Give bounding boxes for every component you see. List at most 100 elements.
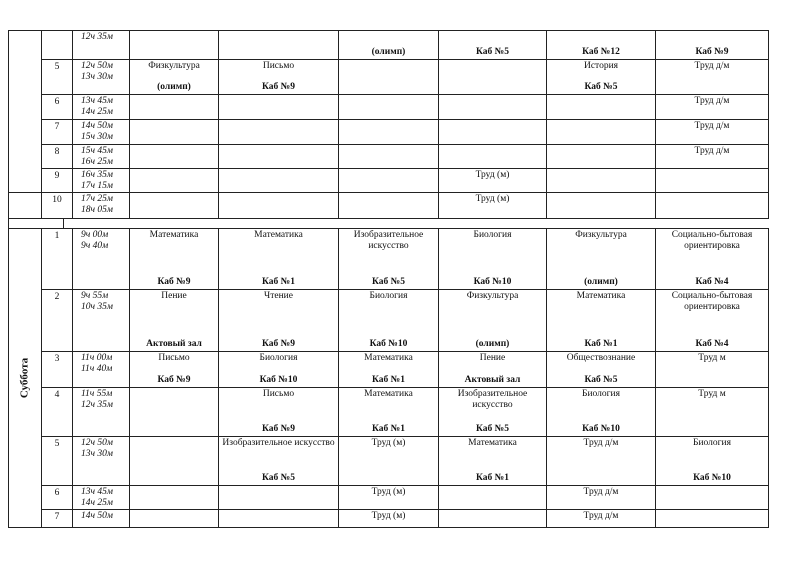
time-line: 18ч 05м <box>81 205 113 215</box>
subject-name: Математика <box>364 353 413 363</box>
schedule-row: 5 12ч 50м 13ч 30м Изобразительное искусство… <box>9 436 769 486</box>
time-line: 14ч 50м <box>81 511 113 521</box>
room-label: Каб №5 <box>476 47 509 57</box>
lesson-cell: Труд м <box>655 387 769 437</box>
day-cell <box>8 192 42 219</box>
lesson-cell <box>218 192 339 219</box>
time-line: 14ч 25м <box>81 107 113 117</box>
room-label: Каб №5 <box>372 277 405 287</box>
lesson-cell <box>438 509 547 528</box>
subject-name: Биология <box>581 389 620 399</box>
subject-name: Математика <box>576 291 626 301</box>
room-label: Каб №10 <box>369 339 408 349</box>
lesson-cell: Труд (м) <box>438 168 547 193</box>
schedule-table-saturday: Суббота 1 9ч 00м 9ч 40м Математика Каб №9 Мате… <box>8 228 769 528</box>
time-line: 14ч 50м <box>81 121 113 131</box>
lesson-cell: Каб №12 <box>546 30 656 60</box>
room-label: Каб №9 <box>262 424 295 434</box>
lesson-cell: Труд д/м <box>655 59 769 95</box>
lesson-cell <box>129 509 219 528</box>
lesson-cell: Изобразительное искусство Каб №5 <box>338 228 439 290</box>
subject-name: Обществознание <box>566 353 636 363</box>
lesson-number: 8 <box>41 144 73 169</box>
lesson-cell <box>438 485 547 510</box>
lesson-cell <box>129 387 219 437</box>
subject-name: Математика <box>364 389 413 399</box>
subject-name: Труд (м) <box>371 511 406 521</box>
lesson-cell: Физкультура (олимп) <box>129 59 219 95</box>
time-line: 13ч 45м <box>81 96 113 106</box>
subject-name: Труд д/м <box>583 511 619 521</box>
lesson-cell: Биология Каб №10 <box>655 436 769 486</box>
subject-name: Изобразительное искусство <box>457 389 528 410</box>
room-label: Каб №5 <box>584 375 618 385</box>
subject-name: Биология <box>692 438 731 448</box>
lesson-cell: Труд м <box>655 351 769 388</box>
lesson-cell <box>218 509 339 528</box>
subject-name: Биология <box>473 230 512 240</box>
lesson-cell <box>129 485 219 510</box>
room-label: Каб №1 <box>372 375 405 385</box>
lesson-cell: Математика Каб №1 <box>338 387 439 437</box>
room-label: (олимп) <box>584 277 618 287</box>
time-line: 11ч 40м <box>81 364 113 374</box>
subject-name: Пение <box>479 353 506 363</box>
lesson-cell <box>218 485 339 510</box>
schedule-row: 6 13ч 45м 14ч 25м Труд д/м <box>9 94 769 120</box>
lesson-cell: Биология Каб №10 <box>438 228 547 290</box>
time-line: 10ч 35м <box>81 302 113 312</box>
room-label: Актовый зал <box>146 339 202 349</box>
lesson-cell: Труд д/м <box>655 144 769 169</box>
subject-name: Труд д/м <box>583 487 619 497</box>
time-line: 12ч 50м <box>81 61 113 71</box>
time-line: 15ч 45м <box>81 146 113 156</box>
room-label: (олимп) <box>475 339 510 349</box>
room-label: Каб №12 <box>582 47 620 57</box>
time-line: 9ч 00м <box>81 230 109 240</box>
lesson-cell <box>338 119 439 145</box>
room-label: Каб №9 <box>262 82 295 92</box>
room-label: Каб №10 <box>259 375 298 385</box>
lesson-cell: Математика Каб №1 <box>438 436 547 486</box>
room-label: Каб №10 <box>473 277 512 287</box>
subject-name: Физкультура <box>466 291 519 301</box>
time-line: 12ч 50м <box>81 438 113 448</box>
time-line: 16ч 35м <box>81 170 113 180</box>
lesson-cell: Биология Каб №10 <box>546 387 656 437</box>
schedule-row: 5 12ч 50м 13ч 30м Физкультура (олимп) Письмо К… <box>9 59 769 95</box>
day-cell <box>8 30 42 193</box>
lesson-cell: Пение Актовый зал <box>129 289 219 352</box>
lesson-cell: Труд д/м <box>546 485 656 510</box>
lesson-cell: Физкультура (олимп) <box>438 289 547 352</box>
subject-name: Физкультура <box>575 230 627 240</box>
subject-name: Письмо <box>158 353 190 363</box>
subject-name: Социально-бытовая ориентировка <box>671 291 753 312</box>
subject-name: История <box>583 61 619 71</box>
lesson-cell <box>438 59 547 95</box>
lesson-cell: История Каб №5 <box>546 59 656 95</box>
room-label: Каб №1 <box>372 424 405 434</box>
time-line: 13ч 30м <box>81 72 113 82</box>
lesson-time: 13ч 45м 14ч 25м <box>72 485 130 510</box>
subject-name: Математика <box>254 230 303 240</box>
schedule-table-previous-day: 12ч 35м (олимп) Каб №5 Каб №12 Каб №9 5 12ч 50… <box>8 30 769 219</box>
room-label: Каб №4 <box>695 277 729 287</box>
subject-name: Труд д/м <box>694 121 730 131</box>
lesson-time: 9ч 00м 9ч 40м <box>72 228 130 290</box>
subject-name: Труд м <box>698 353 726 363</box>
lesson-cell: Письмо Каб №9 <box>218 59 339 95</box>
time-line: 14ч 25м <box>81 498 113 508</box>
lesson-number: 7 <box>41 119 73 145</box>
lesson-cell: Обществознание Каб №5 <box>546 351 656 388</box>
room-label: (олимп) <box>371 47 406 57</box>
lesson-cell <box>438 94 547 120</box>
subject-name: Социально-бытовая ориентировка <box>671 230 753 251</box>
subject-name: Математика <box>149 230 199 240</box>
lesson-cell <box>218 144 339 169</box>
lesson-cell: Труд (м) <box>338 436 439 486</box>
schedule-row: 4 11ч 55м 12ч 35м Письмо Каб №9 Математика Каб… <box>9 387 769 437</box>
subject-name: Труд д/м <box>694 96 730 106</box>
room-label: Каб №4 <box>695 339 729 349</box>
lesson-time: 14ч 50м 15ч 30м <box>72 119 130 145</box>
lesson-time: 12ч 50м 13ч 30м <box>72 59 130 95</box>
